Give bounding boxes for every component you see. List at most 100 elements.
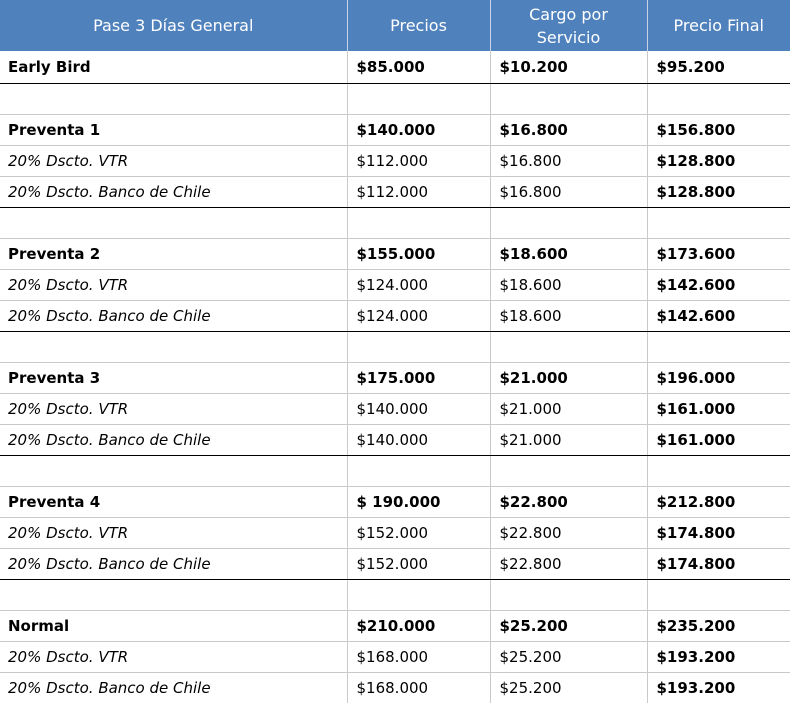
header-cargo-line1: Cargo por [529, 4, 608, 24]
row-cargo: $21.000 [490, 362, 648, 394]
row-precio: $140.000 [347, 424, 491, 456]
row-precio: $155.000 [347, 238, 491, 270]
row-final: $128.800 [647, 145, 790, 177]
row-label: 20% Dscto. Banco de Chile [0, 176, 348, 208]
row-cargo: $25.200 [490, 672, 648, 703]
table-row-discount-vtr: 20% Dscto. VTR $152.000 $22.800 $174.800 [0, 517, 790, 549]
row-cargo: $21.000 [490, 424, 648, 456]
empty-cell [0, 579, 348, 611]
row-label: 20% Dscto. Banco de Chile [0, 300, 348, 332]
table-body: Early Bird $85.000 $10.200 $95.200 Preve… [0, 51, 790, 703]
row-final: $142.600 [647, 300, 790, 332]
table-row-main: Preventa 3 $175.000 $21.000 $196.000 [0, 362, 790, 394]
row-precio: $168.000 [347, 641, 491, 673]
empty-cell [647, 83, 790, 115]
row-precio: $124.000 [347, 269, 491, 301]
row-cargo: $16.800 [490, 114, 648, 146]
row-final: $173.600 [647, 238, 790, 270]
row-final: $156.800 [647, 114, 790, 146]
row-precio: $ 190.000 [347, 486, 491, 518]
table-row-spacer [0, 207, 790, 239]
empty-cell [647, 579, 790, 611]
table-row-discount-banco: 20% Dscto. Banco de Chile $124.000 $18.600… [0, 300, 790, 332]
row-cargo: $21.000 [490, 393, 648, 425]
table-row-early-bird: Early Bird $85.000 $10.200 $95.200 [0, 51, 790, 84]
row-cargo: $16.800 [490, 145, 648, 177]
row-precio: $175.000 [347, 362, 491, 394]
table-row-discount-vtr: 20% Dscto. VTR $124.000 $18.600 $142.600 [0, 269, 790, 301]
row-cargo: $10.200 [490, 51, 648, 84]
row-precio: $168.000 [347, 672, 491, 703]
row-label: Preventa 3 [0, 362, 348, 394]
table-row-spacer [0, 579, 790, 611]
table-row-main: Preventa 4 $ 190.000 $22.800 $212.800 [0, 486, 790, 518]
empty-cell [347, 331, 491, 363]
row-final: $212.800 [647, 486, 790, 518]
row-label: Preventa 1 [0, 114, 348, 146]
table-row-spacer [0, 83, 790, 115]
row-final: $95.200 [647, 51, 790, 84]
header-cargo: Cargo por Servicio [490, 0, 648, 51]
header-precio-final: Precio Final [647, 0, 790, 51]
header-precios: Precios [347, 0, 491, 51]
row-cargo: $22.800 [490, 548, 648, 580]
row-cargo: $18.600 [490, 300, 648, 332]
row-precio: $112.000 [347, 176, 491, 208]
row-label: 20% Dscto. Banco de Chile [0, 424, 348, 456]
header-pass: Pase 3 Días General [0, 0, 348, 51]
row-label: Early Bird [0, 51, 348, 84]
row-final: $128.800 [647, 176, 790, 208]
empty-cell [490, 455, 648, 487]
row-precio: $140.000 [347, 114, 491, 146]
row-final: $193.200 [656, 679, 736, 697]
row-precio: $85.000 [347, 51, 491, 84]
row-final: $161.000 [647, 393, 790, 425]
header-row: Pase 3 Días General Precios Cargo por Ser… [0, 0, 790, 51]
row-precio: $112.000 [347, 145, 491, 177]
empty-cell [0, 207, 348, 239]
row-label: 20% Dscto. VTR [0, 145, 348, 177]
row-label: Preventa 4 [0, 486, 348, 518]
row-label: Preventa 2 [0, 238, 348, 270]
row-precio: $152.000 [347, 548, 491, 580]
row-final: $174.800 [647, 548, 790, 580]
row-label: Normal [0, 610, 348, 642]
row-final: $196.000 [647, 362, 790, 394]
empty-cell [647, 331, 790, 363]
row-label: 20% Dscto. VTR [0, 393, 348, 425]
table-row-discount-banco: 20% Dscto. Banco de Chile $112.000 $16.800… [0, 176, 790, 208]
empty-cell [0, 455, 348, 487]
empty-cell [647, 207, 790, 239]
table-row-main: Normal $210.000 $25.200 $235.200 [0, 610, 790, 642]
empty-cell [347, 455, 491, 487]
table-row-discount-banco: 20% Dscto. Banco de Chile $152.000 $22.800… [0, 548, 790, 580]
empty-cell [490, 579, 648, 611]
row-cargo: $16.800 [490, 176, 648, 208]
row-cargo: $22.800 [490, 517, 648, 549]
row-cargo: $22.800 [490, 486, 648, 518]
row-final: $235.200 [647, 610, 790, 642]
row-final: $161.000 [647, 424, 790, 456]
empty-cell [490, 331, 648, 363]
table-row-discount-vtr: 20% Dscto. VTR $168.000 $25.200 $193.200 [0, 641, 790, 673]
table-row-discount-banco: 20% Dscto. Banco de Chile $140.000 $21.000… [0, 424, 790, 456]
header-cargo-line2: Servicio [536, 27, 601, 47]
row-cargo: $18.600 [490, 269, 648, 301]
empty-cell [347, 83, 491, 115]
row-precio: $210.000 [347, 610, 491, 642]
empty-cell [490, 83, 648, 115]
table-header: Pase 3 Días General Precios Cargo por Ser… [0, 0, 790, 51]
empty-cell [490, 207, 648, 239]
empty-cell [347, 579, 491, 611]
empty-cell [647, 455, 790, 487]
row-precio: $140.000 [347, 393, 491, 425]
row-precio: $124.000 [347, 300, 491, 332]
table-row-discount-banco: 20% Dscto. Banco de Chile $168.000 $25.200… [0, 672, 790, 703]
row-label: 20% Dscto. Banco de Chile [0, 548, 348, 580]
table-row-discount-vtr: 20% Dscto. VTR $112.000 $16.800 $128.800 [0, 145, 790, 177]
row-final: $193.200 [647, 641, 790, 673]
table-row-main: Preventa 1 $140.000 $16.800 $156.800 [0, 114, 790, 146]
table-row-spacer [0, 455, 790, 487]
row-cargo: $25.200 [490, 610, 648, 642]
